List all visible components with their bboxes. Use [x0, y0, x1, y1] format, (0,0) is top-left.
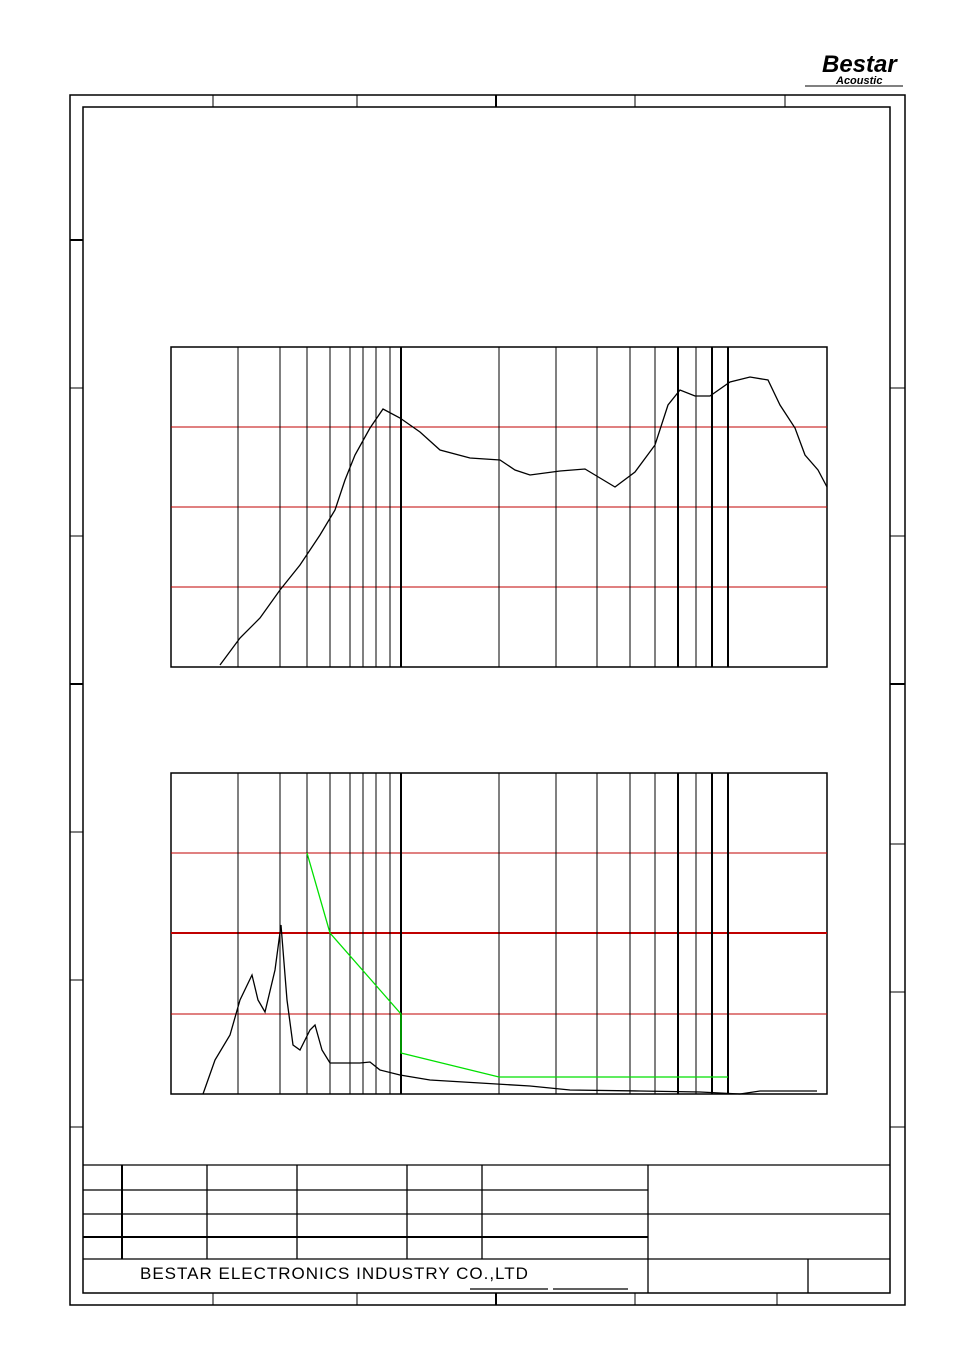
outer-border: [69, 94, 906, 1306]
inner-border: [82, 106, 891, 1294]
title-block: [83, 1164, 890, 1293]
company-name: BESTAR ELECTRONICS INDUSTRY CO.,LTD: [140, 1264, 529, 1283]
logo-brand: Bestar: [822, 51, 898, 78]
border-ticks: [70, 95, 905, 1305]
logo-sub: Acoustic: [835, 75, 882, 87]
chart-top: [170, 346, 828, 668]
chart-bottom: [170, 772, 828, 1095]
